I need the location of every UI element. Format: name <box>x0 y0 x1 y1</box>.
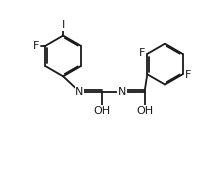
Text: I: I <box>62 20 65 30</box>
Text: OH: OH <box>136 106 153 116</box>
Text: F: F <box>32 41 39 51</box>
Text: OH: OH <box>93 106 110 116</box>
Text: N: N <box>75 87 84 97</box>
Text: F: F <box>138 48 145 58</box>
Text: F: F <box>185 70 191 80</box>
Text: N: N <box>118 87 126 97</box>
